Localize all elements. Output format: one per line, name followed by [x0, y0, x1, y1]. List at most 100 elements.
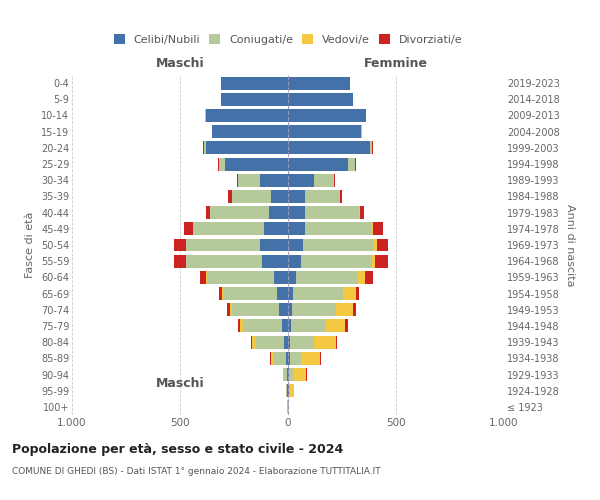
Bar [256, 336, 284, 348]
Bar [358, 271, 365, 284]
Bar [289, 384, 290, 397]
Bar [280, 304, 288, 316]
Bar [262, 254, 288, 268]
Bar [174, 254, 186, 268]
Bar [241, 320, 242, 332]
Bar [230, 304, 232, 316]
Bar [273, 352, 286, 365]
Bar [219, 158, 226, 170]
Bar [288, 206, 305, 219]
Bar [303, 238, 374, 252]
Bar [288, 368, 289, 381]
Bar [187, 238, 260, 252]
Bar [251, 336, 253, 348]
Bar [264, 222, 288, 235]
Bar [293, 287, 343, 300]
Bar [219, 287, 222, 300]
Bar [271, 352, 273, 365]
Bar [288, 238, 303, 252]
Bar [290, 336, 314, 348]
Bar [292, 304, 335, 316]
Bar [237, 174, 238, 186]
Bar [288, 76, 350, 90]
Bar [184, 222, 193, 235]
Bar [360, 206, 364, 219]
Bar [288, 125, 361, 138]
Bar [238, 174, 260, 186]
Bar [206, 109, 288, 122]
Bar [286, 352, 288, 365]
Bar [301, 254, 372, 268]
Bar [288, 254, 301, 268]
Bar [260, 174, 288, 186]
Bar [207, 271, 274, 284]
Bar [286, 384, 287, 397]
Bar [335, 304, 353, 316]
Bar [326, 320, 345, 332]
Bar [204, 142, 206, 154]
Bar [242, 320, 281, 332]
Bar [374, 238, 377, 252]
Bar [288, 304, 292, 316]
Bar [288, 93, 353, 106]
Bar [284, 336, 288, 348]
Bar [210, 206, 269, 219]
Bar [232, 304, 280, 316]
Bar [288, 287, 293, 300]
Text: COMUNE DI GHEDI (BS) - Dati ISTAT 1° gennaio 2024 - Elaborazione TUTTITALIA.IT: COMUNE DI GHEDI (BS) - Dati ISTAT 1° gen… [12, 468, 380, 476]
Bar [290, 352, 301, 365]
Bar [277, 287, 288, 300]
Y-axis label: Fasce di età: Fasce di età [25, 212, 35, 278]
Bar [372, 222, 373, 235]
Text: Maschi: Maschi [155, 378, 205, 390]
Bar [288, 158, 349, 170]
Bar [377, 238, 388, 252]
Bar [260, 238, 288, 252]
Bar [200, 271, 206, 284]
Bar [314, 174, 334, 186]
Bar [288, 174, 314, 186]
Bar [314, 336, 335, 348]
Bar [353, 304, 356, 316]
Text: Popolazione per età, sesso e stato civile - 2024: Popolazione per età, sesso e stato civil… [12, 442, 343, 456]
Bar [186, 254, 187, 268]
Bar [187, 254, 262, 268]
Bar [229, 190, 232, 203]
Bar [372, 254, 376, 268]
Bar [288, 384, 289, 397]
Bar [222, 287, 223, 300]
Bar [221, 76, 288, 90]
Bar [305, 190, 340, 203]
Bar [206, 206, 210, 219]
Bar [193, 222, 264, 235]
Bar [288, 320, 291, 332]
Bar [284, 368, 287, 381]
Bar [288, 271, 296, 284]
Bar [283, 368, 284, 381]
Bar [288, 222, 305, 235]
Bar [253, 336, 256, 348]
Bar [226, 158, 288, 170]
Bar [274, 271, 288, 284]
Bar [269, 206, 288, 219]
Bar [227, 304, 230, 316]
Bar [359, 206, 360, 219]
Bar [343, 287, 356, 300]
Legend: Celibi/Nubili, Coniugati/e, Vedovi/e, Divorziati/e: Celibi/Nubili, Coniugati/e, Vedovi/e, Di… [109, 30, 467, 49]
Bar [340, 190, 343, 203]
Bar [288, 190, 305, 203]
Bar [301, 352, 320, 365]
Bar [291, 320, 326, 332]
Bar [288, 142, 370, 154]
Bar [349, 158, 355, 170]
Bar [365, 271, 373, 284]
Y-axis label: Anni di nascita: Anni di nascita [565, 204, 575, 286]
Bar [221, 93, 288, 106]
Bar [288, 109, 366, 122]
Bar [289, 368, 293, 381]
Bar [334, 174, 335, 186]
Bar [335, 336, 337, 348]
Bar [174, 238, 186, 252]
Bar [370, 142, 372, 154]
Bar [238, 320, 241, 332]
